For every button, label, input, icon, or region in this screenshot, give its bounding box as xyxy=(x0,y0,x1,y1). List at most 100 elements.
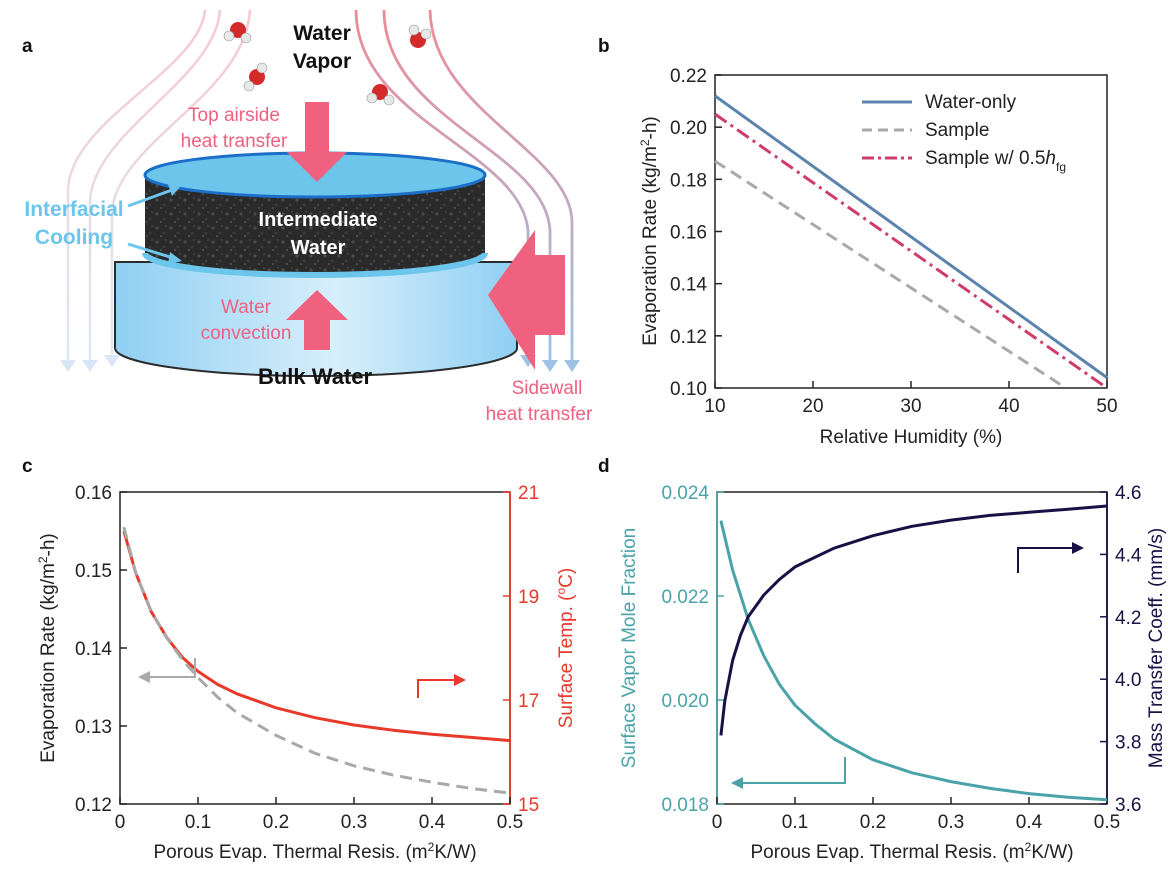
legend-label-water-only: Water-only xyxy=(925,92,1017,113)
legend-label-sample: Sample xyxy=(925,120,989,141)
x-tick-label: 30 xyxy=(900,396,921,417)
y-tick-label: 0.16 xyxy=(670,223,707,244)
x-tick-label: 0.2 xyxy=(263,812,289,833)
x-tick-label: 0.5 xyxy=(1094,812,1120,833)
top-airside-label-line2: heat transfer xyxy=(181,131,288,152)
panel-d-series xyxy=(719,504,1108,802)
panel-d: d 0.018 0.020 0.022 0.024 3.6 3.8 4.0 4.2 4.4 4.… xyxy=(598,456,1167,863)
panel-d-x-axis-label: Porous Evap. Thermal Resis. (m2K/W) xyxy=(750,840,1073,863)
y-tick-label: 0.14 xyxy=(75,639,112,660)
y-tick-label: 0.12 xyxy=(670,327,707,348)
panel-a-letter: a xyxy=(22,36,33,57)
x-tick-label: 10 xyxy=(704,396,725,417)
y-tick-label: 21 xyxy=(518,483,539,504)
y-tick-label: 3.6 xyxy=(1115,795,1141,816)
y-tick-label: 0.10 xyxy=(670,379,707,400)
panel-b-letter: b xyxy=(598,36,610,57)
top-airside-label-line1: Top airside xyxy=(188,105,280,126)
x-tick-label: 40 xyxy=(998,396,1019,417)
x-tick-label: 50 xyxy=(1096,396,1117,417)
y-tick-label: 4.2 xyxy=(1115,608,1141,629)
x-tick-label: 0.5 xyxy=(497,812,523,833)
water-convection-label-line2: convection xyxy=(201,323,292,344)
y-tick-label: 0.022 xyxy=(661,587,709,608)
y-tick-label: 0.020 xyxy=(661,691,709,712)
panel-d-plot-frame xyxy=(716,491,1108,805)
panel-b-x-ticks: 10 20 30 40 50 xyxy=(704,381,1118,417)
panel-d-right-y-axis-label: Mass Transfer Coeff. (mm/s) xyxy=(1146,528,1167,768)
panel-c-right-y-ticks: 15 17 19 21 xyxy=(503,483,539,816)
y-tick-label: 0.14 xyxy=(670,275,707,296)
intermediate-water-layer xyxy=(145,175,485,277)
x-tick-label: 0.4 xyxy=(419,812,446,833)
y-tick-label: 4.6 xyxy=(1115,483,1141,504)
panel-b-y-axis-label: Evaporation Rate (kg/m2-h) xyxy=(638,116,661,346)
sidewall-arrow xyxy=(488,230,565,370)
panel-d-x-ticks: 0 0.1 0.2 0.3 0.4 0.5 xyxy=(712,797,1120,833)
interfacial-cooling-label-line2: Cooling xyxy=(35,226,113,249)
legend-label-sample-half: Sample w/ 0.5hfg xyxy=(925,148,1066,174)
x-tick-label: 0.3 xyxy=(341,812,367,833)
y-tick-label: 19 xyxy=(518,587,539,608)
panel-b-series xyxy=(714,94,1108,390)
bulk-water-label: Bulk Water xyxy=(258,364,373,389)
intermediate-water-label-line1: Intermediate xyxy=(259,209,378,231)
panel-c-left-y-ticks: 0.12 0.13 0.14 0.15 0.16 xyxy=(75,483,127,816)
series-line-mass-transfer xyxy=(719,504,1108,736)
y-tick-label: 0.12 xyxy=(75,795,112,816)
series-line-vapor-fraction xyxy=(719,520,1108,802)
interfacial-cooling-label-line1: Interfacial xyxy=(24,198,123,221)
right-airflow-lines xyxy=(354,9,574,360)
intermediate-water-label-line2: Water xyxy=(291,237,346,259)
panel-c-left-y-axis-label: Evaporation Rate (kg/m2-h) xyxy=(36,533,59,763)
panel-c-right-y-axis-label: Surface Temp. (oC) xyxy=(554,568,577,729)
panel-c-right-indicator-arrow xyxy=(417,674,466,698)
x-tick-label: 0.4 xyxy=(1016,812,1043,833)
y-tick-label: 0.024 xyxy=(661,483,709,504)
panel-b-plot-frame xyxy=(714,74,1108,389)
panel-d-left-y-axis-label: Surface Vapor Mole Fraction xyxy=(619,528,640,768)
left-airflow-lines xyxy=(66,9,252,360)
y-tick-label: 15 xyxy=(518,795,539,816)
x-tick-label: 0.3 xyxy=(938,812,964,833)
interfacial-cooling-band xyxy=(142,252,488,278)
panel-c-plot-frame xyxy=(119,491,511,805)
panel-c-x-axis-label: Porous Evap. Thermal Resis. (m2K/W) xyxy=(153,840,476,863)
series-line-sample-half xyxy=(714,112,1108,390)
y-tick-label: 0.018 xyxy=(661,795,709,816)
y-tick-label: 0.20 xyxy=(670,118,707,139)
panel-d-right-indicator-arrow xyxy=(1017,542,1084,573)
y-tick-label: 0.15 xyxy=(75,561,112,582)
y-tick-label: 0.22 xyxy=(670,66,707,87)
y-tick-label: 0.16 xyxy=(75,483,112,504)
x-tick-label: 0.2 xyxy=(860,812,886,833)
panel-c-left-indicator-arrow xyxy=(138,658,196,683)
water-molecule-icon xyxy=(366,84,395,106)
panel-d-left-indicator-arrow xyxy=(731,757,846,789)
x-tick-label: 0 xyxy=(115,812,126,833)
y-tick-label: 4.0 xyxy=(1115,670,1141,691)
series-line-evaporation-rate xyxy=(122,526,511,795)
panel-d-right-y-ticks: 3.6 3.8 4.0 4.2 4.4 4.6 xyxy=(1100,483,1142,816)
panel-b: b 0.10 0.12 0.14 0.16 0.18 0.20 0.22 10 20 30 40 5… xyxy=(598,36,1118,448)
x-tick-label: 0.1 xyxy=(782,812,808,833)
x-tick-label: 0.1 xyxy=(185,812,211,833)
y-tick-label: 4.4 xyxy=(1115,545,1142,566)
y-tick-label: 3.8 xyxy=(1115,733,1141,754)
panel-c-series xyxy=(122,526,511,795)
y-tick-label: 17 xyxy=(518,691,539,712)
sidewall-label-line2: heat transfer xyxy=(486,404,593,425)
panel-b-legend: Water-only Sample Sample w/ 0.5hfg xyxy=(862,92,1066,174)
water-molecule-icon xyxy=(243,62,268,92)
water-convection-arrow xyxy=(286,290,348,350)
x-tick-label: 20 xyxy=(802,396,823,417)
water-molecule-icon xyxy=(223,22,252,44)
sidewall-label-line1: Sidewall xyxy=(512,378,583,399)
left-airflow-arrowheads xyxy=(60,355,120,372)
water-molecule-icon xyxy=(408,24,432,48)
top-airside-arrow xyxy=(287,102,347,182)
x-tick-label: 0 xyxy=(712,812,723,833)
water-vapor-label-line2: Vapor xyxy=(293,50,351,73)
